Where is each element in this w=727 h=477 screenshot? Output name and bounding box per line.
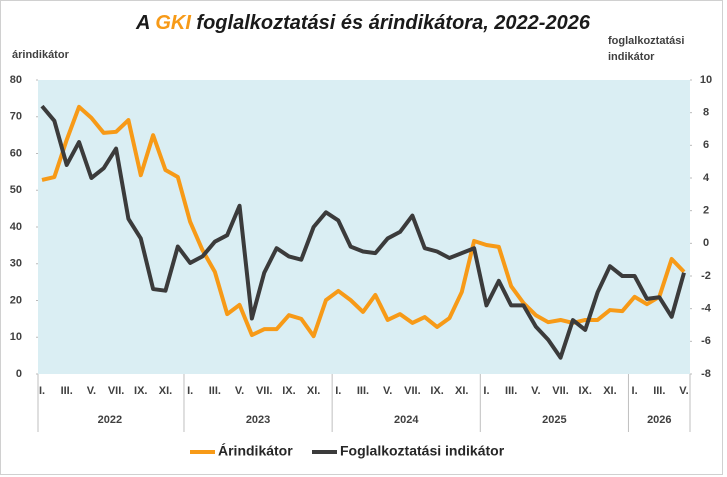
y2-tick-label: 4: [703, 172, 710, 184]
x-tick-label: VII.: [108, 385, 125, 397]
x-tick-label: V.: [531, 385, 540, 397]
x-tick-label: VII.: [552, 385, 569, 397]
x-tick-label: V.: [383, 385, 392, 397]
y2-tick-label: 10: [700, 74, 712, 86]
y-tick-label: 0: [16, 368, 22, 380]
year-label: 2025: [542, 414, 566, 426]
x-tick-label: XI.: [603, 385, 616, 397]
x-tick-label: I.: [483, 385, 489, 397]
y-tick-label: 20: [10, 294, 22, 306]
legend-label: Árindikátor: [218, 443, 293, 459]
x-tick-label: I.: [632, 385, 638, 397]
x-tick-label: VII.: [404, 385, 421, 397]
x-tick-label: VII.: [256, 385, 273, 397]
y2-tick-label: 8: [703, 107, 709, 119]
x-tick-label: XI.: [455, 385, 468, 397]
y-tick-label: 10: [10, 331, 22, 343]
title-highlight: GKI: [155, 12, 191, 34]
chart-title: A GKI foglalkoztatási és árindikátora, 2…: [135, 12, 591, 34]
y-tick-label: 80: [10, 74, 22, 86]
y2-axis-label: indikátor: [608, 51, 655, 63]
x-tick-label: IX.: [430, 385, 443, 397]
x-tick-label: V.: [235, 385, 244, 397]
y-tick-label: 50: [10, 184, 22, 196]
x-tick-label: III.: [209, 385, 221, 397]
series-line: [40, 104, 686, 360]
y2-tick-label: -8: [701, 368, 711, 380]
x-tick-label: III.: [61, 385, 73, 397]
year-label: 2023: [246, 414, 270, 426]
y2-tick-label: 6: [703, 139, 709, 151]
y-tick-label: 70: [10, 111, 22, 123]
year-label: 2022: [98, 414, 122, 426]
x-tick-label: III.: [505, 385, 517, 397]
x-tick-label: V.: [87, 385, 96, 397]
y2-tick-label: -2: [701, 270, 711, 282]
x-tick-label: XI.: [159, 385, 172, 397]
x-tick-label: I.: [335, 385, 341, 397]
title-part: A: [135, 12, 155, 34]
x-tick-label: IX.: [282, 385, 295, 397]
legend-label: Foglalkoztatási indikátor: [340, 443, 505, 459]
y2-tick-label: -6: [701, 335, 711, 347]
x-tick-label: I.: [187, 385, 193, 397]
y2-tick-label: 0: [703, 237, 709, 249]
y2-axis-label: foglalkoztatási: [608, 35, 684, 47]
x-tick-label: III.: [357, 385, 369, 397]
x-tick-label: IX.: [579, 385, 592, 397]
year-label: 2024: [394, 414, 419, 426]
y-tick-label: 30: [10, 258, 22, 270]
y2-tick-label: -4: [701, 303, 712, 315]
y-axis-label: árindikátor: [12, 49, 70, 61]
x-tick-label: I.: [39, 385, 45, 397]
x-tick-label: IX.: [134, 385, 147, 397]
x-tick-label: XI.: [307, 385, 320, 397]
year-label: 2026: [647, 414, 671, 426]
y2-tick-label: 2: [703, 205, 709, 217]
y-tick-label: 60: [10, 147, 22, 159]
x-tick-label: V.: [679, 385, 688, 397]
title-part: foglalkoztatási és árindikátora, 2022-20…: [191, 12, 591, 34]
x-tick-label: III.: [653, 385, 665, 397]
y-tick-label: 40: [10, 221, 22, 233]
